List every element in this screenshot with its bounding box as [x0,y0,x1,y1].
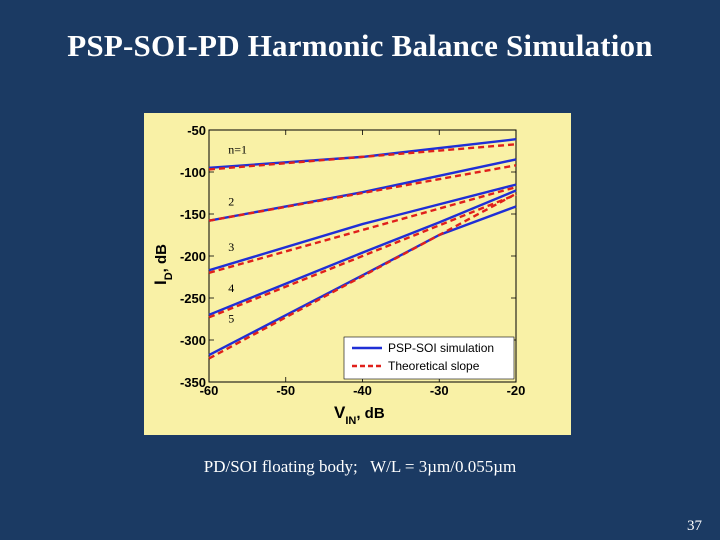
legend-box [343,336,515,380]
page-number: 37 [687,518,702,534]
curve-label-n3: 3 [228,240,234,254]
legend: PSP-SOI simulation Theoretical slope [343,336,515,380]
y-tick-label: -100 [180,165,206,180]
x-axis-label-unit: , dB [356,405,384,422]
y-tick-label: -350 [180,375,206,390]
harmonic-balance-chart: -60 -50 -40 -30 -20 -50 -100 -150 -200 -250 -300 -3… [151,123,525,427]
series-line-theoretical-n3 [208,185,517,274]
x-axis-label-sub: IN [345,415,356,427]
curve-label-n1: n=1 [228,143,247,157]
series-line-theoretical-n1 [208,143,517,171]
slide-caption: PD/SOI floating body; W/L = 3µm/0.055µm [203,457,517,476]
ticks-layer: -60 -50 -40 -30 -20 -50 -100 -150 -200 -250 -300 -3… [180,123,525,398]
series-line-simulation-n3 [208,183,517,272]
curve-label-layer: n=1 2 3 4 5 [228,143,247,326]
x-axis-label: VIN, dB [334,403,385,427]
x-axis-label-main: V [334,403,346,422]
x-tick-label: -40 [353,383,372,398]
chart-frame: -60 -50 -40 -30 -20 -50 -100 -150 -200 -250 -300 -3… [144,113,571,435]
x-tick-label: -20 [507,383,526,398]
x-tick-label: -30 [430,383,449,398]
y-tick-label: -50 [187,123,206,138]
legend-label-theoretical: Theoretical slope [388,359,480,373]
y-axis-label: ID, dB [151,244,175,285]
slide-title: PSP-SOI-PD Harmonic Balance Simulation [67,28,653,63]
curve-label-n5: 5 [228,311,234,325]
curve-label-n2: 2 [228,195,234,209]
x-tick-label: -50 [276,383,295,398]
series-line-theoretical-n5 [208,192,517,360]
y-tick-label: -200 [180,249,206,264]
y-axis-label-sub: D [163,272,175,280]
series-line-simulation-n4 [208,189,517,316]
series-line-theoretical-n4 [208,193,517,319]
curve-label-n4: 4 [228,281,234,295]
y-tick-label: -150 [180,207,206,222]
series-line-theoretical-n2 [208,164,517,222]
x-tick-label: -60 [200,383,219,398]
y-tick-label: -300 [180,333,206,348]
y-axis-label-unit: , dB [153,244,170,272]
y-tick-label: -250 [180,291,206,306]
series-layer [208,138,517,360]
legend-label-simulation: PSP-SOI simulation [388,341,494,355]
y-axis-label-main: I [151,280,170,285]
series-line-simulation-n5 [208,205,517,357]
